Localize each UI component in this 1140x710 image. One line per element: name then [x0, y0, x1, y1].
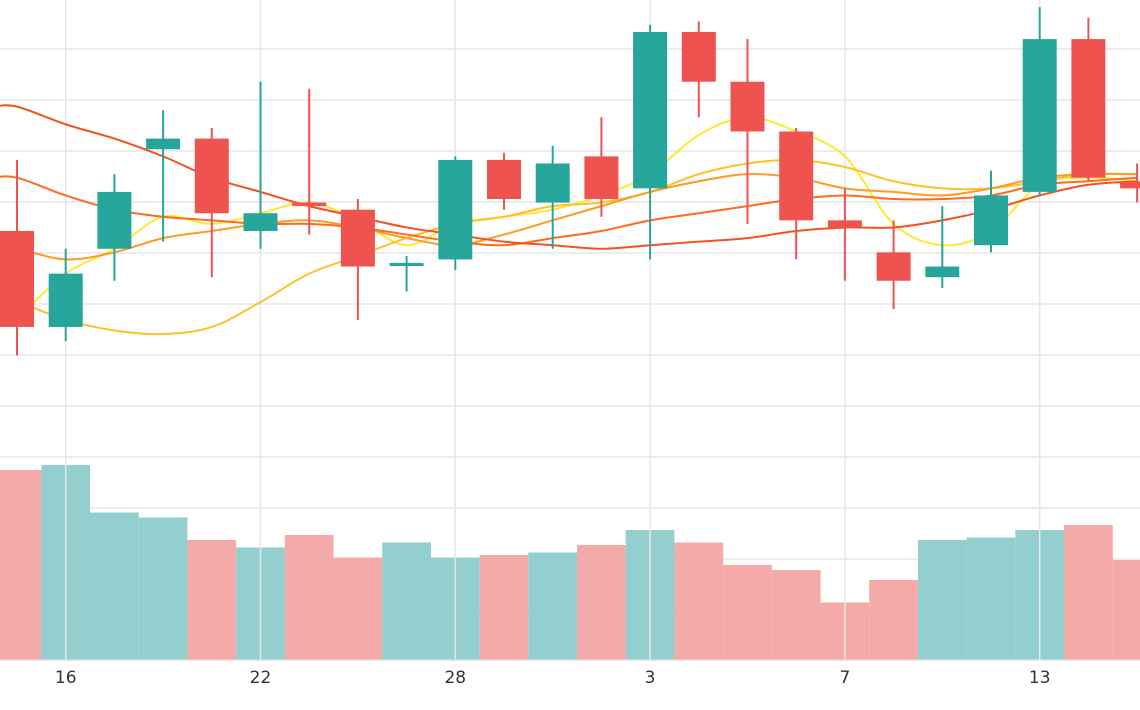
candle-body	[1120, 181, 1140, 189]
x-axis-ticks: 16 22 28 3 7 13	[55, 668, 1051, 688]
candle-body	[146, 138, 181, 150]
candle-up	[633, 24, 668, 260]
candle-up	[974, 170, 1008, 253]
candle-body	[633, 31, 668, 189]
candle-body	[340, 209, 375, 267]
volume-bar-up	[90, 512, 139, 660]
volume-bar-down	[577, 545, 626, 660]
candle-body	[779, 131, 814, 221]
volume-bar-up	[917, 540, 967, 660]
candle-down	[681, 21, 716, 118]
candle-down	[0, 159, 34, 356]
volume-bar-down	[333, 557, 383, 660]
volume-bars	[0, 465, 1140, 660]
volume-bar-up	[966, 537, 1016, 660]
candle-up	[1022, 7, 1057, 196]
candle-up	[438, 156, 473, 271]
volume-bar-up	[138, 517, 188, 660]
candle-up	[925, 206, 960, 288]
candle-body	[194, 138, 229, 214]
candle-body	[827, 220, 862, 228]
volume-bar-down	[869, 580, 918, 660]
candle-body	[0, 231, 34, 327]
candle-down	[194, 127, 229, 278]
volume-bar-down	[284, 535, 334, 660]
candle-down	[1071, 17, 1106, 182]
candle-down	[779, 127, 814, 260]
volume-bar-down	[771, 570, 821, 660]
candle-body	[974, 195, 1008, 246]
candle-body	[535, 163, 570, 203]
x-tick-label: 22	[250, 668, 272, 688]
candle-body	[97, 191, 132, 249]
x-tick-label: 13	[1029, 668, 1051, 688]
candle-body	[1022, 39, 1057, 192]
x-tick-label: 28	[444, 668, 466, 688]
candle-up	[389, 255, 424, 292]
volume-bar-down	[0, 470, 42, 660]
volume-bar-up	[382, 542, 431, 660]
candle-up	[48, 248, 83, 342]
x-tick-label: 3	[645, 668, 656, 688]
volume-bar-down	[479, 555, 529, 660]
candle-down	[584, 117, 619, 217]
volume-bar-down	[723, 565, 772, 660]
candle-body	[243, 213, 278, 231]
candle-up	[146, 110, 181, 242]
candle-body	[389, 262, 424, 266]
volume-bar-down	[1112, 560, 1140, 660]
candle-down	[730, 39, 765, 224]
candle-body	[584, 156, 619, 200]
volume-bar-down	[187, 540, 237, 660]
candle-body	[1071, 39, 1106, 178]
volume-bar-up	[528, 552, 578, 660]
candle-body	[876, 252, 911, 281]
candle-body	[681, 31, 716, 82]
candle-down	[292, 88, 327, 235]
volume-bar-down	[674, 542, 724, 660]
candle-down	[1120, 163, 1140, 203]
candle-body	[292, 202, 327, 207]
candle-down	[827, 188, 862, 281]
x-tick-label: 16	[55, 668, 77, 688]
candle-body	[48, 273, 83, 327]
candle-body	[925, 266, 960, 278]
candle-body	[438, 159, 473, 260]
candle-down	[876, 220, 911, 310]
candle-body	[487, 159, 521, 200]
candle-down	[340, 199, 375, 320]
candle-down	[487, 152, 521, 210]
volume-bar-down	[1064, 525, 1113, 660]
x-tick-label: 7	[839, 668, 850, 688]
candle-body	[730, 81, 765, 132]
candle-up	[535, 145, 570, 249]
candle-up	[243, 81, 278, 249]
candle-up	[97, 174, 132, 281]
candles	[0, 7, 1140, 356]
